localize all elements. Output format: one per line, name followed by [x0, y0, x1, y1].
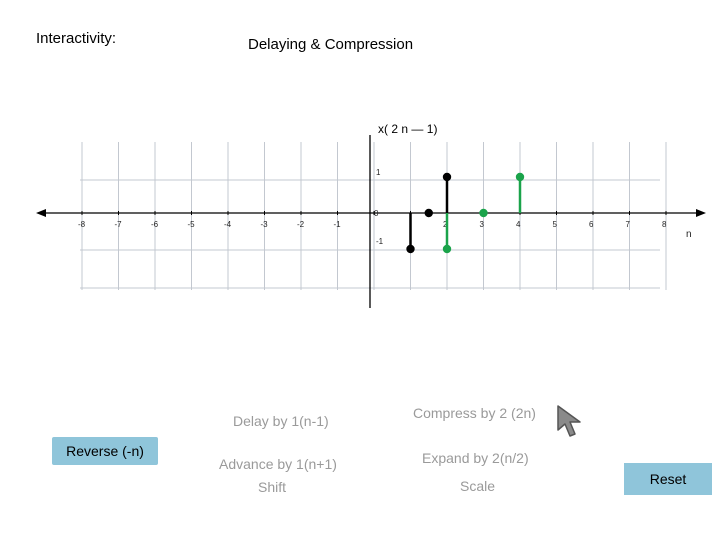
x-tick-label: 3	[480, 220, 485, 229]
expr-var: n	[401, 122, 409, 136]
advance-button[interactable]: Advance by 1(n+1)	[219, 456, 337, 472]
scale-label: Scale	[460, 478, 496, 494]
x-tick-label: -3	[261, 220, 269, 229]
y-tick-label: 1	[376, 168, 381, 177]
x-tick-label: -5	[188, 220, 196, 229]
stem-point	[406, 244, 415, 254]
x-tick-label: -6	[151, 220, 159, 229]
shift-label: Shift	[258, 479, 287, 495]
x-tick-label: 0	[374, 209, 379, 218]
stem-series	[406, 172, 525, 254]
delay-button[interactable]: Delay by 1(n-1)	[233, 413, 329, 429]
x-tick-label: -7	[115, 220, 123, 229]
stem-point	[442, 172, 452, 182]
x-tick-label: 4	[516, 220, 521, 229]
x-tick-label: -4	[224, 220, 232, 229]
signal-expression: x( 2 n — 1)	[378, 122, 437, 136]
interactivity-label: Interactivity:	[36, 30, 117, 47]
reset-button[interactable]: Reset	[624, 463, 712, 495]
stem-point	[479, 208, 488, 218]
reverse-button[interactable]: Reverse (-n)	[52, 437, 158, 465]
x-tick-label: 5	[553, 220, 558, 229]
x-axis-label: n	[686, 229, 692, 240]
axes	[36, 135, 706, 308]
x-tick-label: -2	[297, 220, 305, 229]
y-tick-label: -1	[376, 237, 384, 246]
x-tick-label: 8	[662, 220, 667, 229]
expr-coef: 2	[391, 122, 399, 136]
x-tick-label: 6	[589, 220, 594, 229]
mouse-pointer-icon	[557, 405, 581, 437]
stem-point	[424, 208, 433, 218]
grid	[80, 142, 667, 290]
expr-prefix: x(	[378, 122, 388, 136]
x-tick-label: 2	[443, 220, 448, 229]
stem-point	[515, 172, 525, 182]
x-axis-arrow-left	[36, 209, 46, 217]
expr-suffix: )	[433, 122, 438, 136]
compress-button[interactable]: Compress by 2 (2n)	[413, 405, 536, 421]
x-tick-label: -1	[334, 220, 342, 229]
expr-minus: —	[411, 122, 424, 136]
x-tick-label: 7	[626, 220, 631, 229]
x-tick-label: -8	[78, 220, 86, 229]
page-title: Delaying & Compression	[248, 36, 414, 53]
tick-labels: -8 -7 -6 -5 -4 -3 -2 -1 0 2 3 4 5 6 7 8 1 -1 n	[78, 168, 692, 246]
expr-offset: 1	[426, 122, 434, 136]
stem-point	[442, 244, 452, 254]
expand-button[interactable]: Expand by 2(n/2)	[422, 450, 529, 466]
x-axis-arrow-right	[696, 209, 706, 217]
